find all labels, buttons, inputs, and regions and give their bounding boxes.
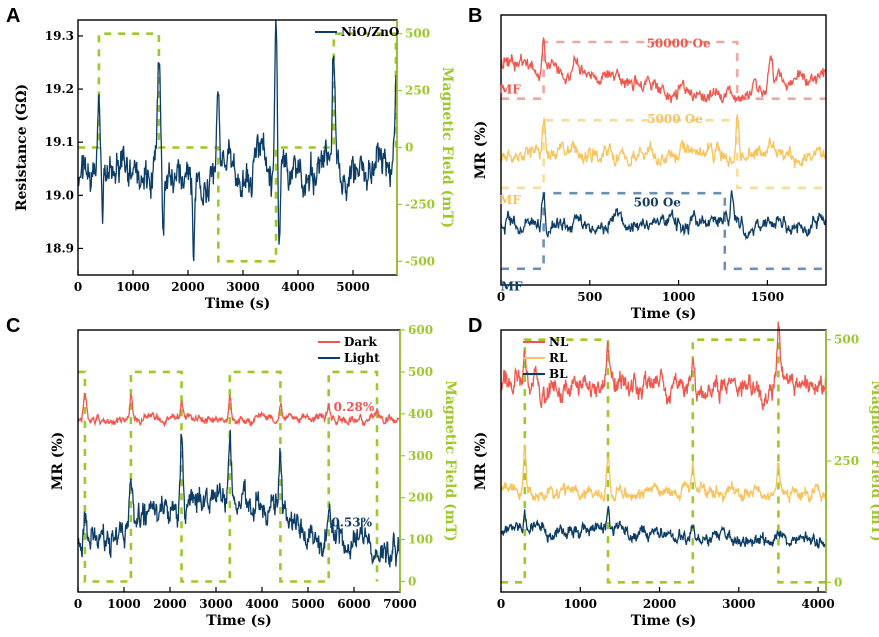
series-line-nl — [500, 321, 827, 410]
plot-b-frame — [500, 14, 827, 286]
legend-entry: NiO/ZnO — [341, 25, 399, 39]
x-tick-label: 6000 — [337, 597, 370, 611]
annotation: MF — [501, 279, 523, 293]
series-line-50000-oe — [500, 36, 827, 104]
y-axis-label: Resistance (GΩ) — [14, 84, 30, 211]
field-trace-b-3 — [501, 191, 826, 271]
x-tick-label: 1000 — [107, 597, 140, 611]
x-tick-label: 3000 — [226, 280, 259, 294]
y2-tick-label: 500 — [408, 365, 433, 379]
x-tick-label: 1500 — [751, 290, 784, 304]
x-tick-label: 0 — [497, 597, 505, 611]
y2-tick-label: 600 — [408, 323, 433, 337]
x-tick-label: 5000 — [291, 597, 324, 611]
y2-tick-label: 100 — [408, 533, 433, 547]
chart-panel-b: 0 500 1000 1500 Time (s) MR (%) 50000 Oe 5000 O… — [473, 14, 827, 322]
annotation: 0.28% — [334, 400, 375, 414]
x-tick-label: 0 — [74, 280, 82, 294]
x-tick-label: 4000 — [281, 280, 314, 294]
annotation: MF — [499, 82, 521, 96]
y2-axis-label: Magnetic Field (mT) — [442, 380, 458, 541]
series-line-bl — [500, 506, 827, 550]
field-trace-d — [501, 338, 826, 584]
x-tick-label: 4000 — [245, 597, 278, 611]
y2-axis-label: Magnetic Field (mT) — [868, 380, 879, 541]
x-tick-label: 5000 — [336, 280, 369, 294]
x-tick-label: 2000 — [153, 597, 186, 611]
x-axis-label: Time (s) — [631, 306, 696, 322]
y2-tick-label: 400 — [408, 407, 433, 421]
series-line-dark — [77, 393, 401, 428]
y-tick-label: 19.2 — [45, 82, 74, 96]
y-tick-label: 19.3 — [45, 29, 74, 43]
x-tick-label: 3000 — [722, 597, 755, 611]
y2-tick-label: 300 — [408, 449, 433, 463]
x-tick-label: 3000 — [199, 597, 232, 611]
x-tick-label: 1000 — [564, 597, 597, 611]
legend-entry: RL — [549, 351, 568, 365]
y2-tick-label: 0 — [834, 575, 842, 589]
x-axis-label: Time (s) — [206, 613, 271, 629]
y2-tick-label: 0 — [405, 141, 413, 155]
chart-panel-a: 0 1000 2000 3000 4000 500018.919.019.119.219.… — [14, 19, 455, 312]
legend-entry: BL — [549, 367, 568, 381]
y2-tick-label: -500 — [405, 254, 435, 268]
panel-label-b: B — [468, 5, 482, 27]
y2-tick-label: 200 — [408, 491, 433, 505]
series-line-light — [77, 429, 401, 568]
annotation: MF — [499, 193, 521, 207]
plot-c-frame — [77, 329, 401, 593]
panel-label-d: D — [468, 315, 482, 337]
series-line-nio-zno — [77, 19, 398, 262]
annotation: 0.53% — [331, 516, 372, 530]
annotation: 50000 Oe — [647, 36, 711, 50]
field-trace-b-1 — [501, 40, 826, 100]
y-tick-label: 19.1 — [45, 135, 74, 149]
y2-tick-label: 0 — [408, 575, 416, 589]
y-tick-label: 19.0 — [45, 188, 74, 202]
plot-a-frame — [77, 19, 398, 276]
annotation: 5000 Oe — [647, 112, 703, 126]
panel-label-a: A — [6, 5, 20, 27]
y2-tick-label: 250 — [405, 84, 430, 98]
y2-tick-label: 250 — [834, 454, 859, 468]
x-tick-label: 1000 — [662, 290, 695, 304]
x-tick-label: 500 — [577, 290, 602, 304]
field-trace-a — [78, 32, 398, 263]
chart-panel-c: 0 1000 2000 3000 4000 5000 6000 7000 0 100 200 300 4… — [50, 323, 458, 629]
x-tick-label: 2000 — [643, 597, 676, 611]
legend-entry: NL — [549, 335, 569, 349]
x-tick-label: 0 — [497, 290, 505, 304]
annotation: 500 Oe — [634, 196, 682, 210]
y-axis-label: MR (%) — [50, 432, 66, 491]
x-tick-label: 7000 — [383, 597, 416, 611]
series-line-500-oe — [500, 190, 827, 241]
y2-tick-label: 500 — [405, 27, 430, 41]
x-tick-label: 2000 — [171, 280, 204, 294]
panel-label-c: C — [6, 315, 20, 337]
y-axis-label: MR (%) — [473, 432, 489, 491]
y-tick-label: 18.9 — [45, 241, 74, 255]
x-axis-label: Time (s) — [631, 613, 696, 629]
y2-tick-label: -250 — [405, 197, 435, 211]
x-axis-label: Time (s) — [205, 296, 270, 312]
y2-axis-label: Magnetic Field (mT) — [439, 67, 455, 228]
field-trace-b-2 — [501, 119, 826, 190]
y2-tick-label: 500 — [834, 333, 859, 347]
legend-entry: Light — [344, 351, 380, 365]
x-tick-label: 1000 — [116, 280, 149, 294]
legend-entry: Dark — [344, 335, 378, 349]
series-line-rl — [500, 444, 827, 504]
x-tick-label: 0 — [74, 597, 82, 611]
x-tick-label: 4000 — [801, 597, 834, 611]
y-axis-label: MR (%) — [473, 121, 489, 180]
series-line-5000-oe — [500, 114, 827, 168]
